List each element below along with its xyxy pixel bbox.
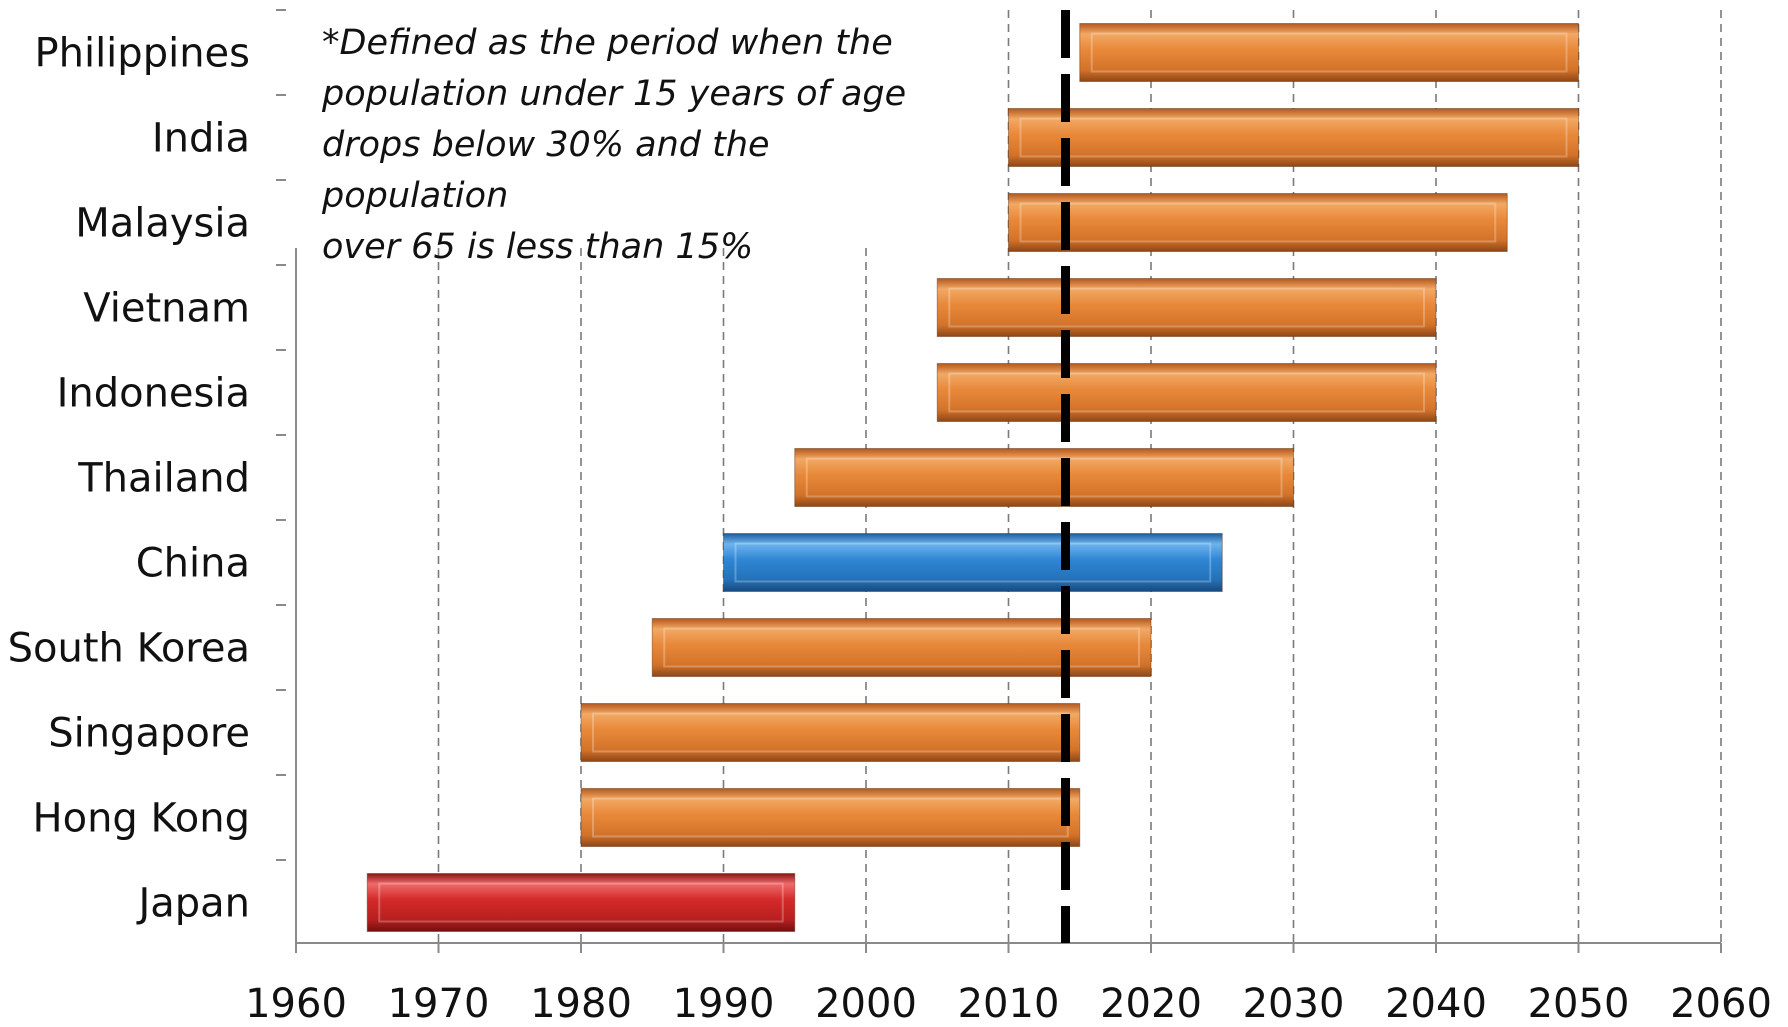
bar-bevel-india bbox=[1019, 117, 1568, 158]
category-label-philippines: Philippines bbox=[34, 31, 250, 77]
bar-bevel-malaysia bbox=[1019, 202, 1497, 243]
bar-vietnam bbox=[936, 278, 1437, 337]
x-tick-label-2010: 2010 bbox=[958, 981, 1060, 1023]
x-tick-label-2040: 2040 bbox=[1385, 981, 1487, 1023]
bar-hong-kong bbox=[580, 788, 1081, 847]
bar-china bbox=[723, 533, 1223, 592]
x-tick-label-1990: 1990 bbox=[673, 981, 775, 1023]
category-label-vietnam: Vietnam bbox=[83, 286, 250, 332]
x-tick-label-2060: 2060 bbox=[1670, 981, 1772, 1023]
bar-bevel-indonesia bbox=[948, 372, 1425, 413]
bar-malaysia bbox=[1008, 193, 1508, 252]
axes bbox=[276, 9, 1722, 953]
x-tick-label-1980: 1980 bbox=[530, 981, 632, 1023]
x-tick-label-2030: 2030 bbox=[1243, 981, 1345, 1023]
labels: 1960 1970 1980 1990 2000 2010 2020 2030 2040 2050… bbox=[8, 31, 1772, 1027]
x-tick-label-1960: 1960 bbox=[245, 981, 347, 1023]
x-tick-label-2050: 2050 bbox=[1528, 981, 1630, 1023]
category-label-singapore: Singapore bbox=[48, 711, 250, 757]
bar-japan bbox=[366, 873, 796, 932]
bar-bevel-china bbox=[734, 542, 1212, 583]
category-label-indonesia: Indonesia bbox=[57, 371, 250, 417]
category-label-thailand: Thailand bbox=[77, 456, 250, 502]
category-label-hong-kong: Hong Kong bbox=[33, 796, 250, 842]
bar-indonesia bbox=[936, 363, 1437, 422]
x-tick-label-1970: 1970 bbox=[388, 981, 490, 1023]
category-label-india: India bbox=[152, 116, 250, 162]
category-label-china: China bbox=[136, 541, 250, 587]
bar-bevel-south-korea bbox=[663, 627, 1140, 668]
category-label-south-korea: South Korea bbox=[8, 626, 250, 672]
category-label-malaysia: Malaysia bbox=[75, 201, 250, 247]
category-label-japan: Japan bbox=[135, 881, 250, 927]
bar-bevel-thailand bbox=[805, 457, 1283, 498]
bar-philippines bbox=[1079, 23, 1579, 82]
bar-bevel-japan bbox=[378, 882, 784, 923]
definition-annotation: *Defined as the period when the populati… bbox=[322, 23, 907, 267]
bar-singapore bbox=[580, 703, 1081, 762]
x-tick-label-2000: 2000 bbox=[815, 981, 917, 1023]
bar-bevel-vietnam bbox=[948, 287, 1425, 328]
bar-thailand bbox=[794, 448, 1294, 507]
bar-south-korea bbox=[651, 618, 1152, 677]
bar-bevel-philippines bbox=[1090, 32, 1568, 73]
bar-india bbox=[1008, 108, 1579, 167]
x-tick-label-2020: 2020 bbox=[1100, 981, 1202, 1023]
